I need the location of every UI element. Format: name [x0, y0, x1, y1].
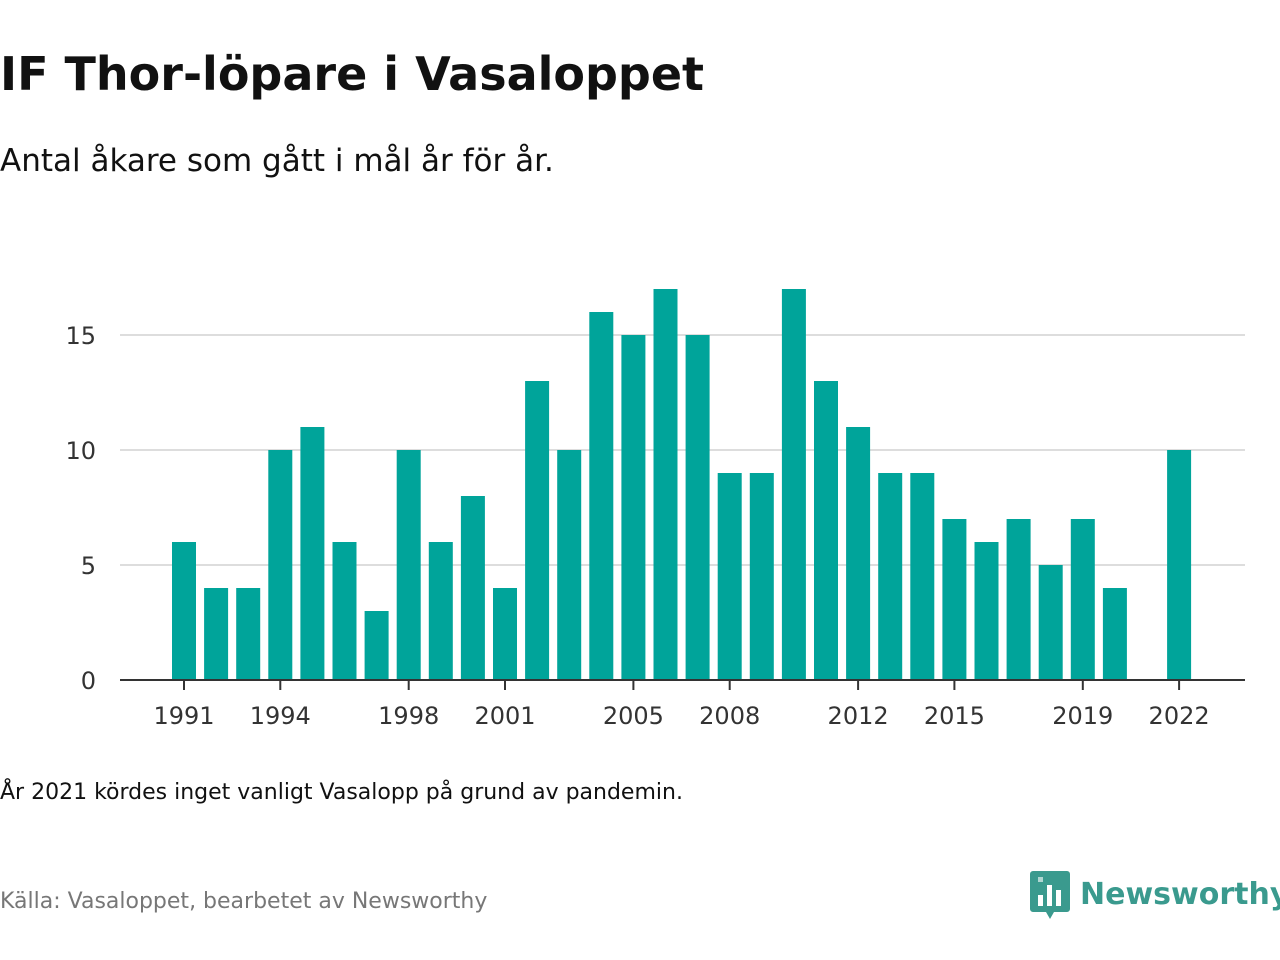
bar-1999: [428, 542, 453, 680]
x-axis: [120, 679, 1245, 690]
bar-2019: [1070, 519, 1095, 680]
bar-1996: [332, 542, 357, 680]
newsworthy-logo-icon: [1030, 871, 1070, 919]
bars: [172, 289, 1192, 680]
brand-name: Newsworthy: [1080, 877, 1280, 912]
bar-2006: [653, 289, 678, 680]
bar-2008: [717, 473, 742, 680]
x-tick-label-2015: 2015: [924, 702, 985, 730]
y-tick-label-15: 15: [65, 322, 96, 350]
chart-note: År 2021 kördes inget vanligt Vasalopp på…: [0, 780, 683, 805]
bar-2000: [460, 496, 485, 680]
x-tick-label-2019: 2019: [1052, 702, 1113, 730]
bar-2016: [974, 542, 999, 680]
bar-2014: [910, 473, 935, 680]
bar-2007: [685, 335, 710, 680]
chart-title: IF Thor-löpare i Vasaloppet: [0, 47, 705, 101]
bar-2018: [1038, 565, 1063, 680]
bar-2005: [621, 335, 646, 680]
x-tick-label-1994: 1994: [250, 702, 311, 730]
bar-1998: [396, 450, 421, 680]
bar-1997: [364, 611, 389, 680]
y-tick-label-0: 0: [81, 667, 96, 695]
bar-2003: [557, 450, 582, 680]
y-tick-label-10: 10: [65, 437, 96, 465]
tick-labels: 0 5 10 15 1991 1994 1998 2001 2005 2008 2012 2015 20…: [65, 322, 1209, 730]
chart-subtitle: Antal åkare som gått i mål år för år.: [0, 143, 554, 179]
x-tick-label-1998: 1998: [378, 702, 439, 730]
x-tick-label-2001: 2001: [474, 702, 535, 730]
bar-1994: [268, 450, 293, 680]
bar-2015: [942, 519, 967, 680]
bar-1991: [172, 542, 196, 680]
bar-2011: [814, 381, 838, 680]
y-tick-label-5: 5: [81, 552, 96, 580]
x-tick-label-2008: 2008: [699, 702, 760, 730]
bar-2002: [525, 381, 550, 680]
x-tick-label-2012: 2012: [828, 702, 889, 730]
bar-2010: [781, 289, 806, 680]
bar-1992: [204, 588, 229, 680]
bar-1993: [236, 588, 261, 680]
bar-2009: [749, 473, 774, 680]
bar-2022: [1167, 450, 1192, 680]
bar-2020: [1102, 588, 1127, 680]
x-tick-label-2005: 2005: [603, 702, 664, 730]
bar-2012: [846, 427, 871, 680]
bar-2013: [878, 473, 903, 680]
x-tick-label-2022: 2022: [1149, 702, 1210, 730]
bar-1995: [300, 427, 325, 680]
bar-2004: [589, 312, 614, 680]
newsworthy-brand: Newsworthy: [1030, 868, 1280, 922]
bar-2017: [1006, 519, 1031, 680]
source-credit: Källa: Vasaloppet, bearbetet av Newswort…: [0, 889, 488, 914]
bar-2001: [493, 588, 517, 680]
x-tick-label-1991: 1991: [153, 702, 214, 730]
